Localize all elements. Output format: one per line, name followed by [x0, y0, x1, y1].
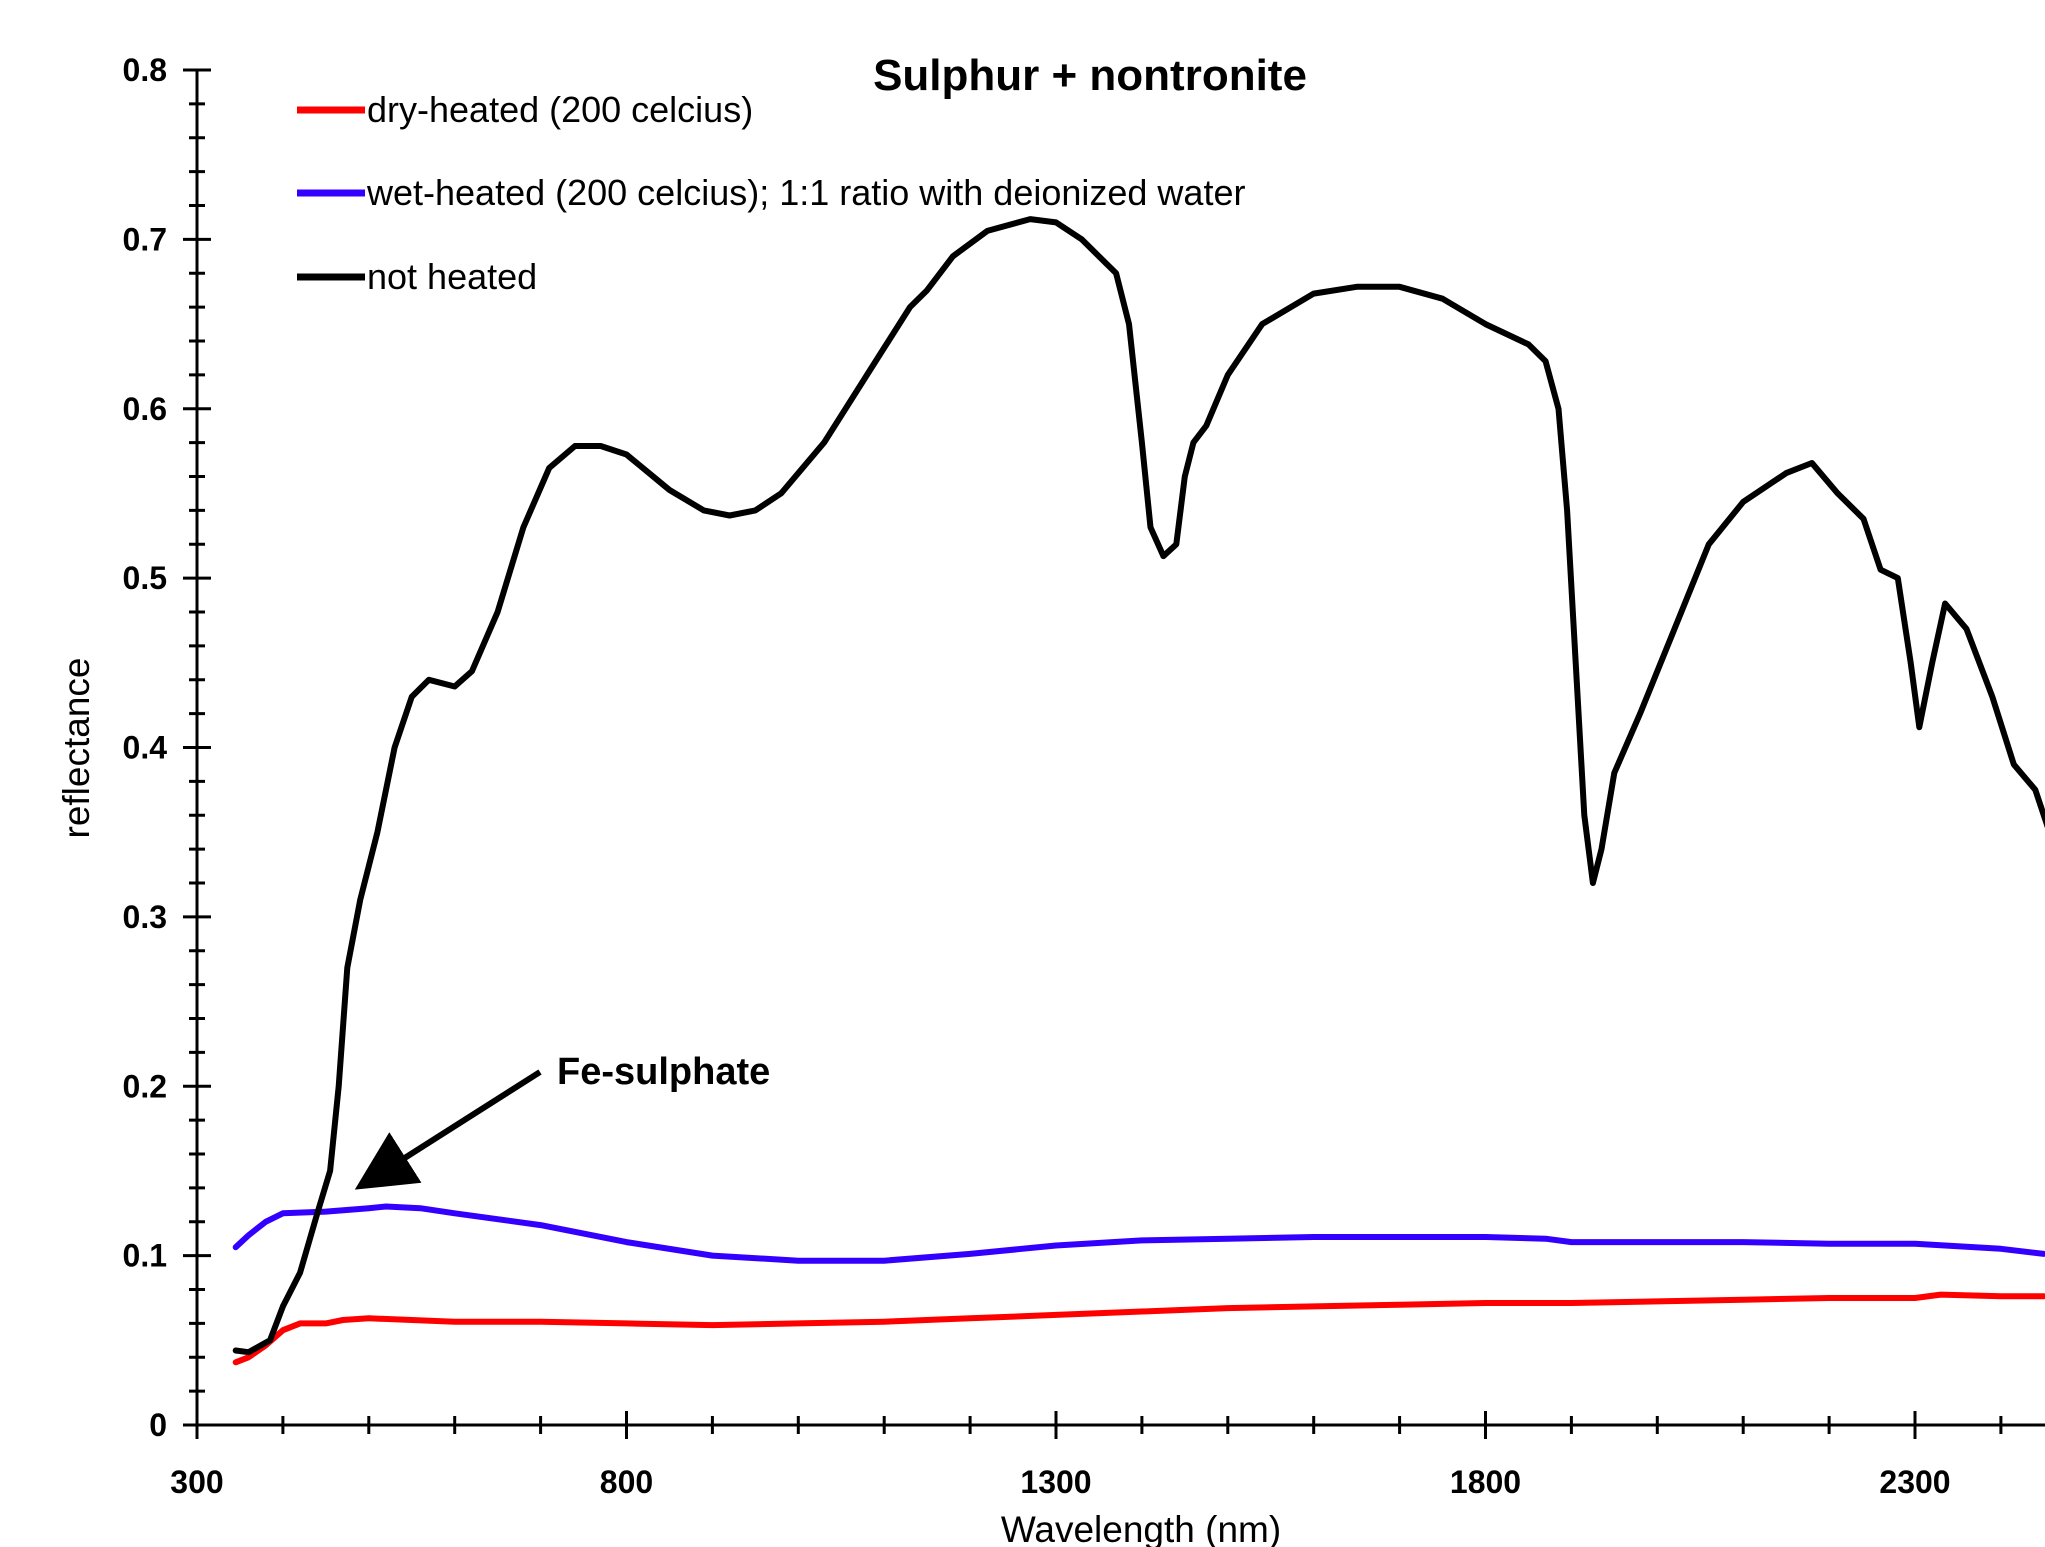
- y-tick-label: 0.4: [123, 730, 168, 766]
- annotation-arrow: [354, 1069, 542, 1190]
- legend-entry-not-heated: not heated: [297, 256, 537, 297]
- legend: dry-heated (200 celcius) wet-heated (200…: [297, 89, 1245, 297]
- y-tick-label: 0: [149, 1407, 167, 1443]
- ticks: 0 0.1 0.2 0.3 0.4 0.5 0.6 0.7 0.8 300 800 1300 1800 2…: [123, 52, 2003, 1500]
- x-tick-label: 1300: [1020, 1464, 1091, 1500]
- y-tick-label: 0.6: [123, 391, 167, 427]
- y-axis-title: reflectance: [56, 658, 97, 839]
- legend-label-wet-heated: wet-heated (200 celcius); 1:1 ratio with…: [366, 172, 1245, 213]
- legend-entry-wet-heated: wet-heated (200 celcius); 1:1 ratio with…: [297, 172, 1245, 213]
- x-tick-label: 800: [600, 1464, 653, 1500]
- legend-label-not-heated: not heated: [367, 256, 537, 297]
- series-line-not-heated: [232, 216, 2045, 1356]
- chart-title: Sulphur + nontronite: [873, 51, 1307, 100]
- series-line-wet-heated: [232, 1203, 2045, 1264]
- legend-label-dry-heated: dry-heated (200 celcius): [367, 89, 753, 130]
- fe-sulphate-annotation: Fe-sulphate: [354, 1051, 770, 1190]
- y-tick-label: 0.1: [123, 1238, 167, 1274]
- y-tick-label: 0.2: [123, 1068, 167, 1104]
- series: [232, 216, 2045, 1366]
- x-axis-title: Wavelength (nm): [1001, 1509, 1281, 1547]
- legend-entry-dry-heated: dry-heated (200 celcius): [297, 89, 753, 130]
- y-tick-label: 0.8: [123, 52, 167, 88]
- y-tick-label: 0.7: [123, 221, 167, 257]
- y-tick-label: 0.5: [123, 560, 167, 596]
- y-tick-label: 0.3: [123, 899, 167, 935]
- series-line-dry-heated: [232, 1291, 2045, 1366]
- x-tick-label: 2300: [1879, 1464, 1950, 1500]
- x-tick-label: 300: [170, 1464, 223, 1500]
- annotation-label: Fe-sulphate: [557, 1051, 770, 1093]
- x-tick-label: 1800: [1450, 1464, 1521, 1500]
